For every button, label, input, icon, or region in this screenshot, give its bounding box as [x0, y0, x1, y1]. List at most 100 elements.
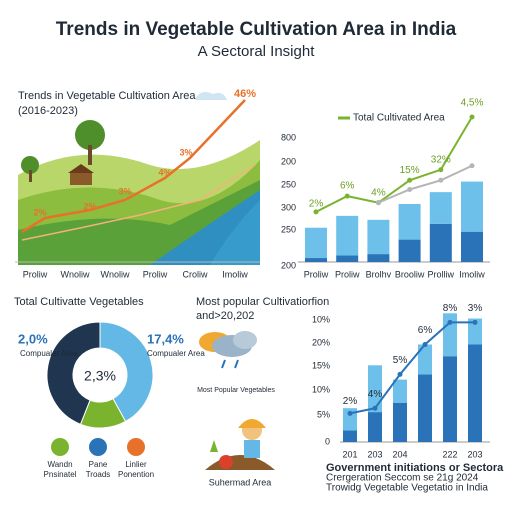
- x-tick-label: 201: [342, 449, 357, 459]
- icon-label: Troads: [86, 470, 111, 479]
- footer-line: Crergeration Seccom se 21g 2024: [326, 473, 479, 484]
- x-tick-label: Wnoliw: [60, 269, 90, 279]
- bar-segment: [429, 223, 452, 262]
- bar-segment: [468, 318, 482, 345]
- line-point: [344, 193, 350, 199]
- farmer-icon: [205, 419, 275, 470]
- axis-label: 800: [281, 132, 296, 142]
- line-point: [407, 177, 413, 183]
- axis-label: 200: [281, 156, 296, 166]
- x-tick-label: 203: [467, 449, 482, 459]
- bar-segment: [368, 412, 382, 442]
- footer-line: Government initiations or Sectora: [326, 462, 504, 474]
- panel-title: Total Cultivatte Vegetables: [14, 296, 144, 308]
- bar-segment: [398, 239, 421, 262]
- panel-title: Trends in Vegetable Cultivation Area: [18, 90, 196, 102]
- title: Trends in Vegetable Cultivation Area in …: [56, 19, 457, 40]
- annotation: 2%: [309, 199, 324, 210]
- landscape: [15, 92, 260, 265]
- annotation: 6%: [418, 325, 433, 336]
- line-point: [438, 167, 444, 173]
- icon: [51, 438, 69, 456]
- annotation: 3%: [468, 303, 483, 314]
- annotation: 4%: [368, 389, 383, 400]
- annotation: 4%: [158, 167, 171, 177]
- panel-subtitle: (2016-2023): [18, 105, 78, 117]
- annotation-label: Compualer Area: [147, 349, 205, 358]
- donut-slice: [99, 321, 154, 423]
- line-point: [372, 405, 378, 411]
- icon: [127, 438, 145, 456]
- annotation: 5%: [393, 355, 408, 366]
- icon-label: Wandn: [47, 460, 72, 469]
- axis-label: 0: [325, 436, 330, 446]
- bar-segment: [393, 403, 407, 442]
- line-point: [407, 187, 413, 192]
- bar-segment: [468, 344, 482, 442]
- annotation: 46%: [234, 88, 256, 100]
- x-tick-label: Brolhv: [366, 269, 392, 279]
- bar-segment: [418, 344, 432, 375]
- x-tick-label: Wnoliw: [100, 269, 130, 279]
- cloud-icon: [199, 331, 257, 369]
- annotation-value: 17,4%: [147, 331, 184, 346]
- icon-label: Pnsinatel: [44, 470, 77, 479]
- panel-title: and>20,202: [196, 310, 254, 322]
- caption: Most Popular Vegetables: [197, 387, 275, 394]
- bar-segment: [343, 430, 357, 442]
- annotation: 2%: [33, 207, 46, 217]
- annotation: 6%: [340, 181, 355, 192]
- line-point: [469, 163, 475, 169]
- x-tick-label: 203: [367, 449, 382, 459]
- bar-segment: [343, 408, 357, 431]
- bar-segment: [418, 374, 432, 442]
- axis-label: 250: [281, 224, 296, 234]
- x-tick-label: Brooliw: [395, 269, 425, 279]
- annotation-label: Compualer Area: [20, 349, 78, 358]
- x-tick-label: Proliw: [23, 269, 48, 279]
- axis-label: 10%: [312, 384, 330, 394]
- annotation: 3%: [118, 186, 131, 196]
- bar-segment: [429, 192, 452, 224]
- bar-segment: [398, 204, 421, 240]
- line-point: [397, 371, 403, 377]
- series-line: [315, 116, 473, 213]
- trend-line-secondary: [21, 164, 256, 241]
- x-tick-label: Proliw: [304, 269, 329, 279]
- subtitle: A Sectoral Insight: [198, 43, 316, 60]
- axis-label: 20%: [312, 337, 330, 347]
- icon-label: Ponention: [118, 470, 154, 479]
- bar-segment: [367, 254, 390, 262]
- x-tick-label: Croliw: [182, 269, 208, 279]
- bar-segment: [393, 379, 407, 403]
- annotation: 15%: [400, 165, 420, 176]
- annotation: 3%: [179, 147, 192, 157]
- bar-segment: [443, 313, 457, 357]
- axis-label: 300: [281, 202, 296, 212]
- footer-line: Trowidg Vegetable Vegetatio in India: [326, 483, 488, 494]
- x-tick-label: 204: [392, 449, 407, 459]
- annotation-value: 2,0%: [18, 331, 48, 346]
- donut-slice: [46, 321, 101, 425]
- x-tick-label: Imoliw: [222, 269, 248, 279]
- x-tick-label: 222: [442, 449, 457, 459]
- line-point: [447, 319, 453, 325]
- line-point: [313, 209, 319, 215]
- bar-segment: [367, 219, 390, 255]
- annotation: 8%: [443, 303, 458, 314]
- axis-label: 200: [281, 260, 296, 270]
- annotation: 2%: [83, 201, 96, 211]
- bar-segment: [443, 356, 457, 442]
- line-point: [469, 114, 475, 120]
- axis-label: 15%: [312, 360, 330, 370]
- annotation: 2%: [343, 396, 358, 407]
- annotation: 4%: [371, 187, 386, 198]
- line-point: [472, 319, 478, 325]
- x-tick-label: Proliw: [335, 269, 360, 279]
- trend-line: [21, 99, 246, 234]
- line-point: [422, 342, 428, 347]
- x-tick-label: Imoliw: [459, 269, 485, 279]
- bar-segment: [336, 255, 359, 262]
- line-point: [347, 410, 353, 416]
